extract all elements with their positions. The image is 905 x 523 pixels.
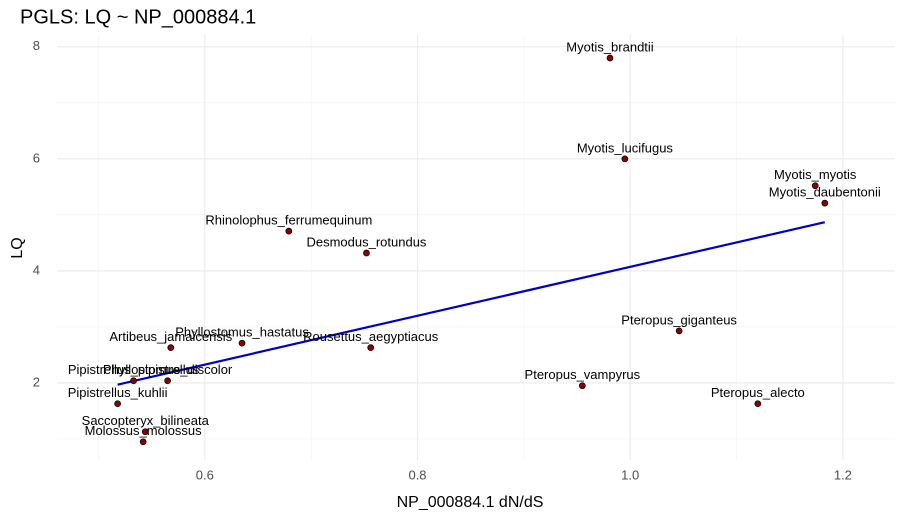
point-label: Myotis_brandtii — [566, 39, 654, 54]
x-axis-label: NP_000884.1 dN/dS — [397, 494, 544, 511]
point-label: Rhinolophus_ferrumequinum — [205, 213, 372, 228]
y-axis-label: LQ — [9, 237, 26, 258]
point — [130, 377, 137, 385]
point — [167, 344, 175, 352]
point-label: Pteropus_vampyrus — [525, 367, 641, 382]
fit-line — [117, 221, 826, 386]
point-label: Pteropus_giganteus — [621, 312, 737, 327]
point — [238, 339, 246, 347]
y-tick-label: 6 — [33, 150, 40, 165]
point — [139, 438, 147, 446]
point — [141, 428, 149, 436]
point-label: Phyllostomus_discolor — [103, 362, 233, 377]
point-label: Phyllostomus_hastatus — [175, 325, 309, 340]
x-tick-label: 0.8 — [408, 467, 426, 482]
point-label: Desmodus_rotundus — [306, 234, 426, 249]
point — [754, 400, 762, 408]
point-label: Myotis_myotis — [774, 167, 857, 182]
point — [363, 249, 370, 257]
y-tick-label: 4 — [33, 262, 40, 277]
point-label: Myotis_daubentonii — [769, 185, 881, 200]
point-label: Artibeus_jamaicensis — [109, 329, 232, 344]
point — [621, 155, 629, 163]
chart-title: PGLS: LQ ~ NP_000884.1 — [20, 6, 256, 28]
point — [578, 382, 586, 390]
point — [164, 377, 171, 385]
point — [675, 327, 683, 335]
x-tick-label: 1.0 — [621, 467, 639, 482]
y-tick-label: 8 — [33, 38, 40, 53]
point-label: Molossus_molossus — [85, 423, 203, 438]
point-label: Saccopteryx_bilineata — [82, 413, 210, 428]
point — [811, 182, 819, 190]
point — [821, 199, 829, 207]
x-tick-label: 1.2 — [834, 467, 852, 482]
point — [114, 400, 121, 408]
point-label: Myotis_lucifugus — [577, 140, 674, 155]
point-label: Pipistrellus_kuhlii — [68, 385, 168, 400]
x-tick-label: 0.6 — [196, 467, 214, 482]
point — [285, 227, 293, 235]
point-label: Pteropus_alecto — [711, 385, 805, 400]
point — [606, 54, 614, 62]
point-label: Rousettus_aegyptiacus — [303, 329, 439, 344]
point — [367, 344, 375, 352]
y-tick-label: 2 — [33, 374, 40, 389]
point-label: Pipistrellus_pipistrellus — [68, 362, 200, 377]
